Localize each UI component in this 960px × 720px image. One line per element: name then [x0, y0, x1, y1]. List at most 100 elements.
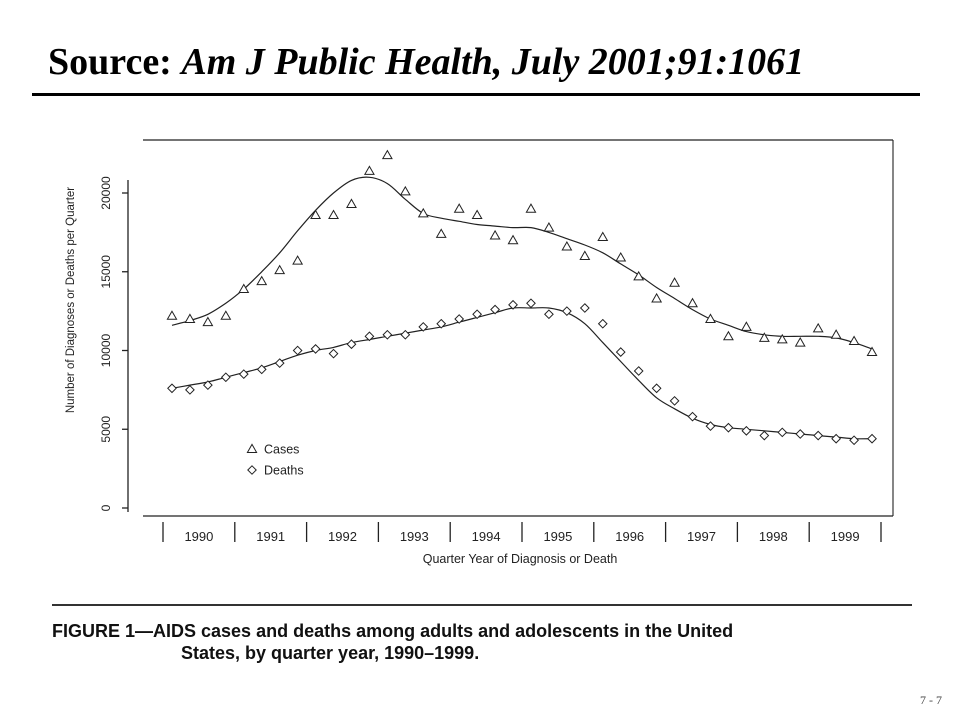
deaths-point	[759, 430, 770, 441]
figure-caption: FIGURE 1—AIDS cases and deaths among adu…	[52, 620, 922, 664]
caption-divider	[52, 604, 912, 606]
chart-axes: 0 5000 10000 15000 20000 1990 1991 1992 1993 1994…	[99, 139, 894, 544]
x-tick-label: 1990	[184, 529, 213, 544]
deaths-point	[651, 383, 662, 394]
deaths-point	[849, 435, 859, 446]
x-axis-label: Quarter Year of Diagnosis or Death	[423, 552, 618, 566]
deaths-point	[669, 395, 680, 406]
deaths-point	[508, 299, 518, 310]
cases-point	[471, 209, 483, 219]
cases-point	[525, 203, 537, 213]
deaths-point	[238, 369, 249, 380]
chart-legend: Cases Deaths	[246, 443, 304, 478]
deaths-point	[472, 309, 483, 320]
data-markers	[166, 149, 878, 446]
x-tick-label: 1997	[687, 529, 716, 544]
cases-point	[166, 310, 178, 320]
cases-point	[399, 185, 411, 196]
deaths-point	[364, 331, 375, 342]
x-tick-label: 1991	[256, 529, 285, 544]
trend-lines	[171, 176, 873, 440]
cases-point	[328, 209, 339, 219]
x-tick-label: 1996	[615, 529, 644, 544]
cases-point	[346, 198, 357, 208]
cases-point	[633, 270, 645, 281]
cases-point	[489, 229, 501, 240]
deaths-point	[561, 306, 572, 317]
cases-point	[597, 231, 609, 242]
cases-point	[776, 333, 788, 344]
cases-point	[848, 335, 860, 345]
deaths-point	[579, 303, 590, 313]
deaths-point	[310, 344, 321, 354]
deaths-point	[615, 347, 626, 357]
deaths-point	[777, 427, 788, 438]
cases-point	[453, 203, 465, 213]
cases-point	[615, 251, 627, 262]
deaths-point	[292, 345, 303, 356]
deaths-point	[454, 314, 465, 324]
y-tick-label: 10000	[99, 333, 113, 367]
deaths-point	[167, 383, 177, 394]
legend-label: Cases	[264, 443, 299, 457]
cases-point	[507, 234, 519, 245]
deaths-point	[256, 364, 267, 375]
legend-label: Deaths	[264, 464, 304, 478]
cases-point	[381, 149, 393, 160]
deaths-point	[831, 433, 842, 444]
cases-point	[705, 313, 716, 323]
legend-diamond-icon	[247, 465, 257, 475]
deaths-point	[185, 384, 195, 395]
cases-point	[274, 264, 286, 275]
deaths-point	[490, 304, 500, 315]
deaths-point	[220, 372, 231, 383]
x-tick-label: 1992	[328, 529, 357, 544]
x-tick-label: 1993	[400, 529, 429, 544]
y-tick-label: 0	[99, 504, 113, 511]
deaths-point	[382, 329, 393, 340]
deaths-point	[436, 318, 447, 329]
deaths-point	[867, 433, 877, 444]
deaths-point	[346, 339, 357, 350]
cases-point	[758, 332, 770, 342]
deaths-point	[328, 348, 339, 359]
cases-point	[310, 209, 322, 219]
y-axis-label: Number of Diagnoses or Deaths per Quarte…	[65, 187, 77, 413]
x-tick-label: 1999	[831, 529, 860, 544]
deaths-point	[202, 380, 213, 391]
legend-triangle-icon	[246, 443, 258, 453]
deaths-point	[597, 318, 608, 329]
deaths-point	[400, 329, 411, 340]
x-tick-label: 1994	[472, 529, 501, 544]
cases-point	[256, 275, 268, 286]
cases-point	[687, 297, 698, 308]
cases-point	[830, 329, 842, 339]
cases-point	[722, 330, 734, 341]
x-tick-label: 1995	[543, 529, 572, 544]
cases-point	[669, 277, 681, 287]
deaths-point	[813, 430, 824, 441]
cases-point	[220, 310, 232, 320]
deaths-point	[687, 411, 698, 422]
cases-trend-line	[171, 176, 873, 350]
deaths-point	[418, 321, 429, 332]
deaths-point	[723, 422, 734, 433]
deaths-trend-line	[171, 307, 873, 440]
caption-line-1: FIGURE 1—AIDS cases and deaths among adu…	[52, 621, 734, 641]
page-number: 7 - 7	[920, 693, 942, 707]
chart: 0 5000 10000 15000 20000 1990 1991 1992 1993 1994…	[65, 139, 894, 566]
cases-point	[202, 316, 214, 327]
deaths-point	[741, 425, 752, 436]
cases-point	[363, 165, 375, 175]
caption-line-2: States, by quarter year, 1990–1999.	[181, 643, 480, 663]
cases-point	[812, 322, 824, 333]
cases-point	[543, 222, 555, 232]
cases-point	[561, 240, 573, 251]
cases-point	[866, 346, 878, 357]
title-divider	[32, 93, 920, 96]
title-citation: Am J Public Health, July 2001;91:1061	[181, 41, 805, 83]
deaths-point	[544, 309, 554, 320]
slide-title: Source: Am J Public Health, July 2001;91…	[48, 30, 928, 94]
cases-point	[794, 337, 806, 347]
cases-point	[238, 283, 250, 294]
